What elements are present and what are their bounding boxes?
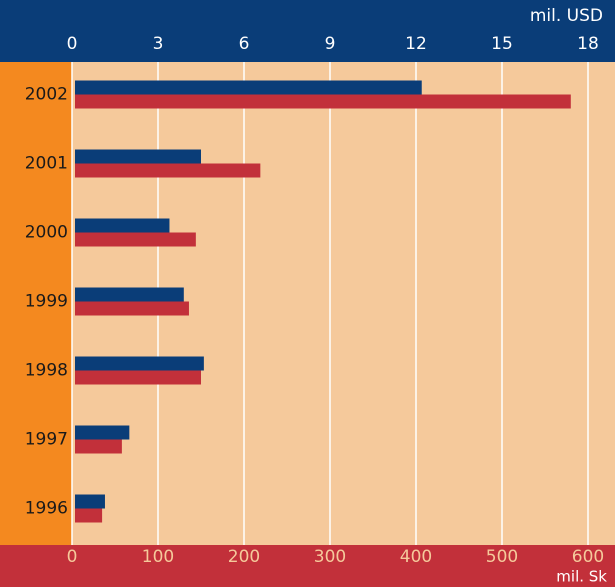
x-tick-label: 400	[400, 547, 432, 567]
y-tick-label: 1998	[25, 361, 68, 381]
bar	[75, 94, 571, 109]
bar	[75, 80, 422, 95]
bar	[75, 301, 189, 316]
bar	[75, 370, 201, 385]
x2-tick-label: 0	[67, 34, 78, 54]
x2-tick-label: 12	[405, 34, 427, 54]
bar	[75, 287, 184, 302]
x-tick-label: 600	[572, 547, 604, 567]
grid	[71, 62, 589, 545]
bar	[75, 508, 103, 523]
x-axis-label: mil. Sk	[556, 568, 607, 586]
bar	[75, 439, 122, 454]
y-tick-label: 2002	[25, 85, 68, 105]
x2-tick-label: 18	[577, 34, 599, 54]
bars	[75, 80, 571, 523]
x2-tick-label: 9	[325, 34, 336, 54]
x2-tick-label: 6	[239, 34, 250, 54]
top-axis-band	[0, 0, 615, 62]
y-tick-label: 2001	[25, 154, 68, 174]
y-tick-label: 1999	[25, 292, 68, 312]
y-tick-label: 2000	[25, 223, 68, 243]
y-tick-label: 1996	[25, 499, 68, 519]
y-tick-label: 1997	[25, 430, 68, 450]
bar	[75, 356, 204, 371]
category-band	[0, 62, 72, 545]
bar	[75, 218, 170, 233]
x2-axis-label: mil. USD	[530, 6, 603, 26]
x-tick-label: 0	[67, 547, 78, 567]
bar	[75, 163, 261, 178]
bottom-axis-band	[0, 545, 615, 587]
x-tick-label: 200	[228, 547, 260, 567]
x-tick-label: 100	[142, 547, 174, 567]
bar	[75, 494, 105, 509]
bar	[75, 232, 196, 247]
x2-tick-label: 15	[491, 34, 513, 54]
bar	[75, 149, 201, 164]
x2-tick-label: 3	[153, 34, 164, 54]
x-tick-label: 300	[314, 547, 346, 567]
bar	[75, 425, 130, 440]
x-tick-label: 500	[486, 547, 518, 567]
